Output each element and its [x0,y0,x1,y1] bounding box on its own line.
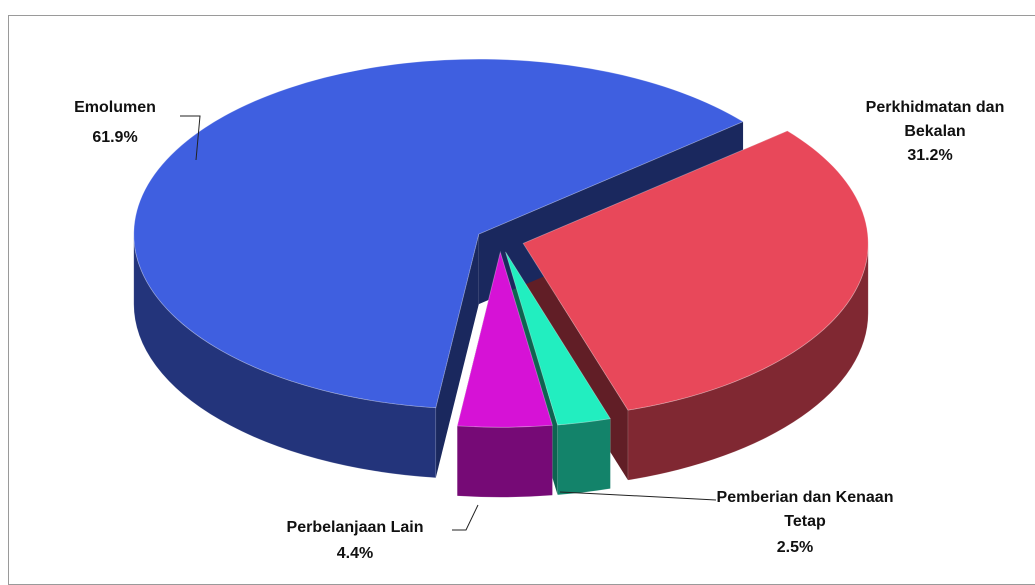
slice-side [457,424,553,498]
leader-line [180,115,201,161]
chart [133,58,869,531]
slice-value: 4.4% [336,545,374,562]
slice-label: Perbelanjaan Lain [286,519,424,536]
slice-label: Emolumen [74,99,156,116]
slice [456,250,553,428]
page: Perkhidmatan dan Bekalan 31.2% Pemberian… [8,15,1035,585]
slice [522,130,869,411]
slice-side [557,418,611,496]
layer [133,58,869,428]
slice-value: 61.9% [92,129,138,146]
slice-value: 2.5% [776,539,814,556]
slice-radial-side [435,234,479,478]
slice-value: 31.2% [907,147,953,164]
slice [505,251,611,426]
leader-line [452,504,479,531]
slice-label: Perkhidmatan dan Bekalan [865,99,1005,140]
slice-label: Pemberian dan Kenaan Tetap [716,489,894,530]
leader-line [559,491,717,501]
layer [133,234,869,498]
slice [133,58,744,409]
